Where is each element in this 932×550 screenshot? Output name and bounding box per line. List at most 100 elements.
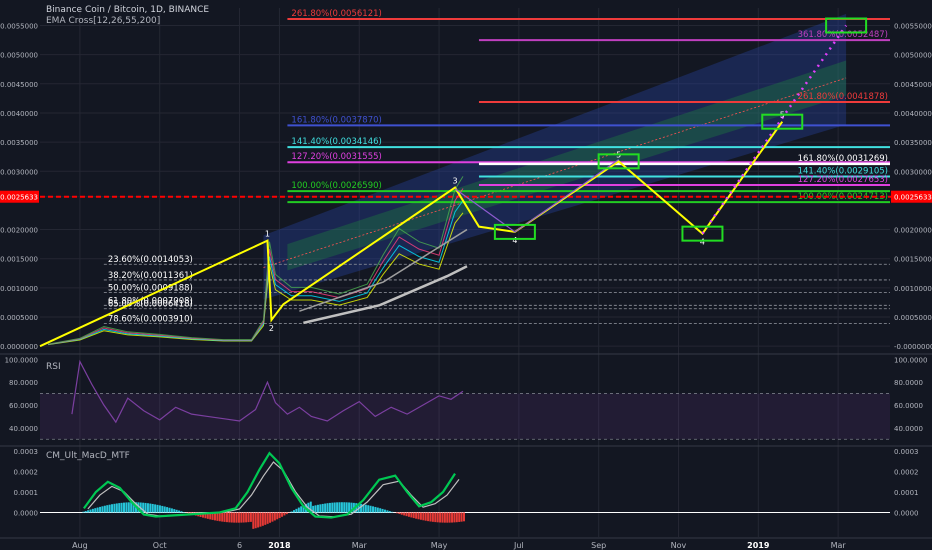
left-axis-label: 0.0055000 [0, 22, 38, 30]
macd-hist-bar [82, 511, 85, 513]
macd-hist-bar [302, 505, 305, 513]
macd-hist-bar [434, 512, 437, 523]
macd-axis-left: 0.0000 [14, 509, 39, 517]
right-axis-label: 0.0040000 [894, 110, 932, 118]
rsi-axis-right: 40.0000 [894, 425, 923, 433]
target-box [493, 223, 536, 240]
macd-label[interactable]: CM_Ult_MacD_MTF [46, 451, 130, 461]
macd-hist-bar [240, 512, 243, 523]
macd-hist-bar [383, 509, 386, 513]
wave-line [39, 121, 784, 348]
candles [47, 176, 468, 346]
macd-hist-bar [345, 502, 348, 513]
macd-hist-bar [328, 502, 331, 513]
fib-left-label: 65.00%(0.0006418) [108, 300, 193, 310]
ema-line [47, 176, 464, 345]
wave-label: 2 [269, 324, 274, 333]
axes: 0.0055000 0.0055000 0.0050000 0.0050000 0.00… [0, 22, 932, 550]
macd-hist-bar [151, 503, 154, 513]
macd-hist-bar [218, 512, 221, 522]
macd-hist-bar [166, 507, 169, 513]
rsi-axis-right: 60.0000 [894, 402, 923, 410]
time-axis-label: Nov [671, 541, 687, 550]
macd-hist-bar [242, 512, 245, 523]
macd-axis-right: 0.0000 [894, 509, 919, 517]
regression-channels [263, 13, 847, 300]
macd-hist-bar [187, 512, 190, 514]
macd-hist-bar [228, 512, 231, 523]
right-axis-label: -0.0000000 [894, 343, 932, 351]
macd-hist-bar [125, 502, 128, 513]
left-axis-label: 0.0025633 [0, 194, 38, 202]
fib-ext-label: 361.80%(0.0052487) [798, 30, 888, 40]
ema-line [47, 200, 464, 345]
macd-hist-bar [400, 512, 403, 515]
macd-hist-bar [180, 511, 183, 513]
right-axis-label: 0.0020000 [894, 227, 932, 235]
fib-left-label: 38.20%(0.0011361) [108, 271, 193, 281]
macd-hist-bar [84, 510, 87, 513]
macd-hist-bar [290, 511, 293, 513]
macd-hist-bar [348, 502, 351, 513]
fib-ext-label: 127.20%(0.0027653) [798, 175, 888, 185]
indicator-legend: EMA Cross[12,26,55,200] [46, 16, 161, 26]
macd-hist-bar [269, 512, 272, 523]
fib-ext-label: 141.40%(0.0034146) [291, 137, 381, 147]
macd-hist-bar [254, 512, 257, 529]
macd-hist-bar [149, 503, 152, 513]
macd-hist-bar [213, 512, 216, 521]
macd-hist-bar [91, 508, 94, 513]
macd-hist-bar [216, 512, 219, 521]
macd-hist-bar [405, 512, 408, 517]
macd-hist-bar [439, 512, 442, 523]
ema-200-line [303, 265, 468, 325]
macd-hist-bar [369, 505, 372, 513]
fib-ext-label: 127.20%(0.0031555) [291, 152, 381, 162]
macd-hist-bar [264, 512, 267, 525]
rsi-label[interactable]: RSI [46, 362, 61, 372]
macd-hist-bar [362, 504, 365, 513]
macd-hist-bar [443, 512, 446, 523]
macd-hist-bar [451, 512, 454, 523]
target-box [597, 153, 640, 170]
macd-hist-bar [158, 505, 161, 513]
rsi-line [71, 359, 464, 424]
fib-ext-label: 161.80%(0.0031269) [798, 154, 888, 164]
macd-hist-bar [103, 505, 106, 513]
time-axis-label: Sep [591, 541, 606, 550]
time-axis-label: Jul [513, 541, 524, 550]
macd-hist-bar [87, 510, 90, 513]
macd-hist-bar [146, 503, 149, 513]
macd-hist-bar [316, 504, 319, 513]
macd-hist-bar [398, 512, 401, 514]
wave-label: 4 [700, 238, 705, 247]
macd-hist-bar [225, 512, 228, 523]
macd-hist-bar [422, 512, 425, 521]
macd-hist-bar [314, 505, 317, 513]
macd-hist-bar [144, 502, 147, 513]
macd-hist-bar [372, 506, 375, 513]
macd-hist-bar [283, 512, 286, 516]
macd-hist-bar [441, 512, 444, 523]
macd-hist-bar [309, 501, 312, 513]
macd-axis-right: 0.0003 [894, 448, 919, 456]
macd-hist-bar [319, 504, 322, 513]
ema-line [47, 188, 464, 345]
macd-hist-bar [410, 512, 413, 518]
rsi-axis-right: 100.0000 [894, 356, 927, 364]
macd-hist-bar [273, 512, 276, 521]
macd-hist-bar [113, 503, 116, 513]
macd-hist-bar [204, 512, 207, 519]
macd-hist-bar [350, 502, 353, 513]
macd-hist-bar [412, 512, 415, 519]
macd-hist-bar [247, 512, 250, 523]
macd-hist-bar [424, 512, 427, 521]
target-box [825, 17, 868, 34]
macd-hist-bar [137, 502, 140, 513]
macd-hist-bar [458, 512, 461, 522]
fib-ext-label: 161.80%(0.0037870) [291, 115, 381, 125]
macd-hist-bar [276, 512, 279, 520]
macd-hist-bar [163, 506, 166, 513]
